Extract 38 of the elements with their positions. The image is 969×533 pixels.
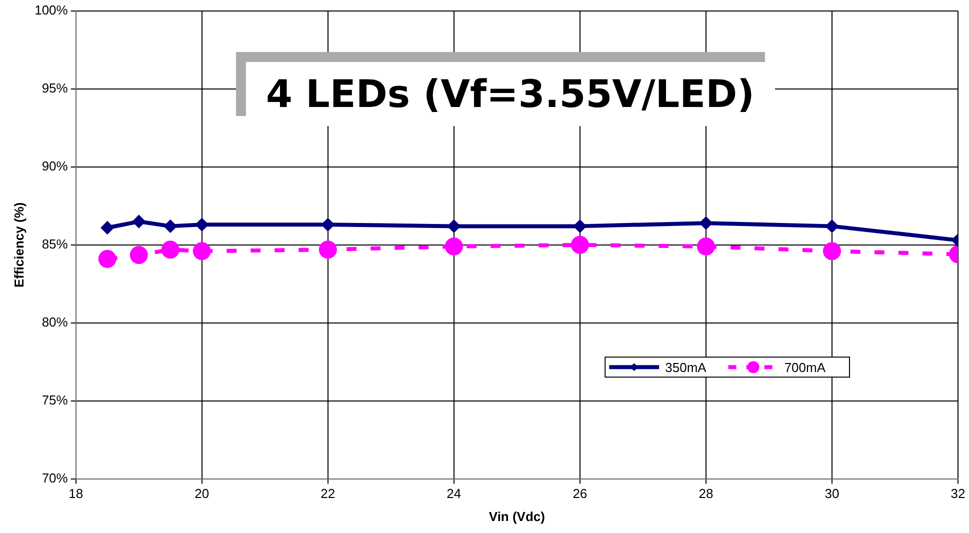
y-tick-label: 75%	[42, 392, 68, 408]
point	[192, 242, 211, 260]
point	[448, 220, 460, 232]
x-tick-label: 32	[950, 486, 966, 502]
point	[132, 216, 145, 228]
x-tick-label: 22	[320, 486, 336, 502]
point	[696, 237, 715, 256]
point	[574, 220, 586, 232]
y-tick-label: 90%	[42, 158, 68, 174]
point	[826, 220, 838, 232]
point	[822, 242, 841, 260]
y-tick-label: 85%	[42, 236, 68, 252]
legend-label: 700mA	[784, 360, 826, 375]
point	[130, 246, 148, 264]
x-tick-label: 28	[698, 486, 714, 502]
legend-label: 350mA	[665, 360, 707, 375]
point	[570, 236, 589, 254]
y-axis-title: Efficiency (%)	[11, 202, 26, 288]
x-tick-label: 24	[446, 486, 462, 502]
x-tick-label: 26	[572, 486, 588, 502]
x-tick-label: 18	[68, 486, 84, 502]
x-tick-label: 20	[194, 486, 210, 502]
y-tick-label: 95%	[42, 80, 68, 96]
x-tick-label: 30	[824, 486, 840, 502]
point	[444, 237, 463, 256]
x-axis-title: Vin (Vdc)	[488, 508, 545, 524]
y-tick-label: 100%	[34, 2, 68, 18]
point	[101, 222, 114, 234]
point	[164, 220, 176, 232]
point	[322, 218, 334, 231]
point	[98, 250, 116, 268]
point	[196, 218, 208, 231]
point	[700, 217, 712, 230]
y-tick-label: 70%	[42, 470, 68, 486]
y-tick-label: 80%	[42, 314, 68, 330]
point	[161, 240, 180, 259]
point	[318, 240, 337, 259]
text: 4 LEDs (Vf=3.55V/LED)	[246, 62, 775, 126]
